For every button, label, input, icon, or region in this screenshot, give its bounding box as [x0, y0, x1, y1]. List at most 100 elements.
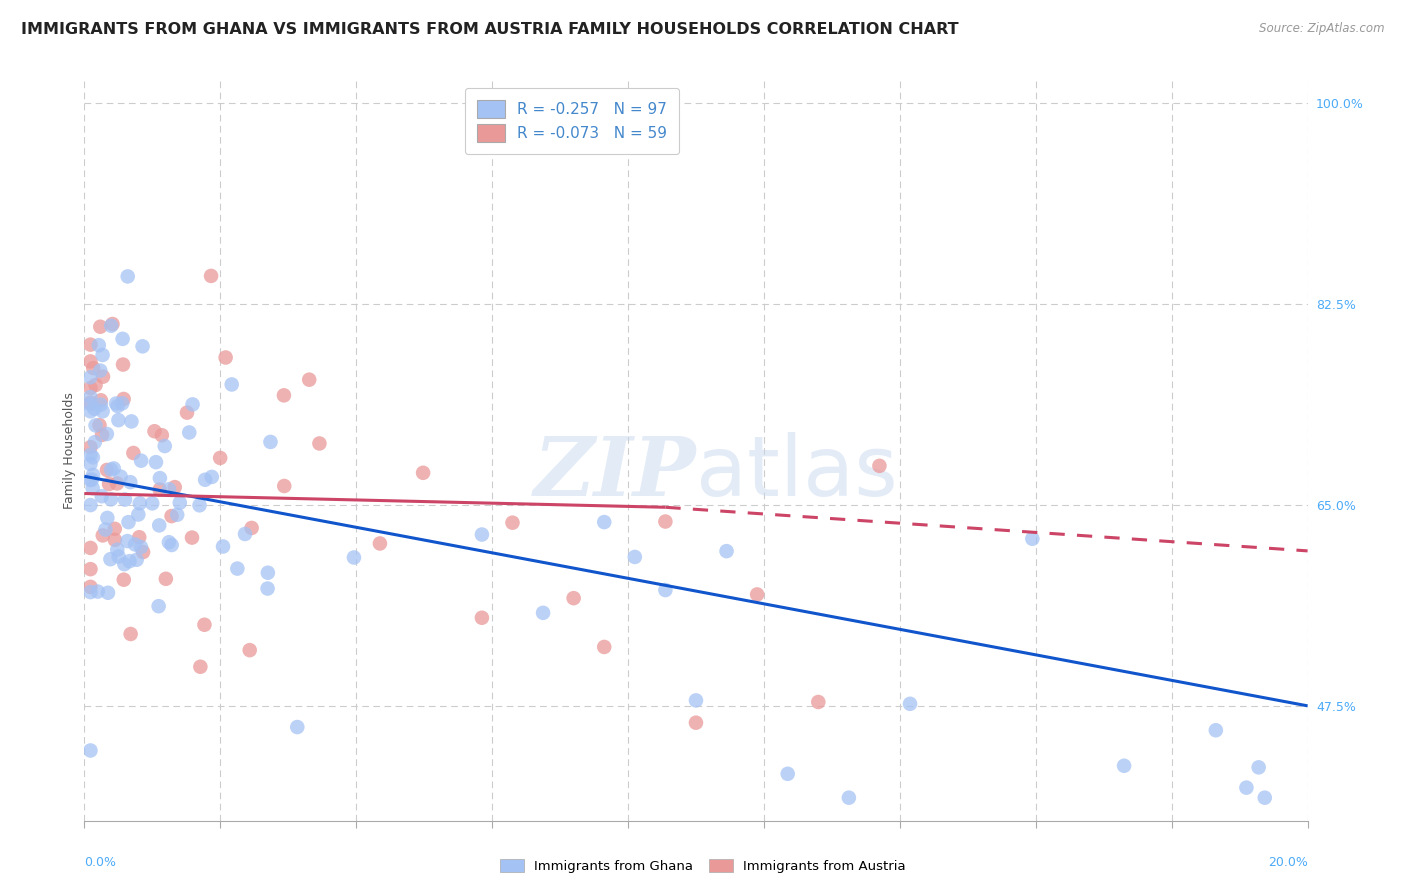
- Point: [98, 477, 121, 491]
- Point: [79, 473, 101, 487]
- Point: [838, 790, 860, 805]
- Point: [79, 457, 101, 471]
- Point: [79, 541, 101, 555]
- Point: [368, 536, 391, 550]
- Point: [105, 396, 128, 410]
- Point: [96, 511, 118, 525]
- Point: [1205, 723, 1227, 738]
- Point: [128, 496, 150, 510]
- Point: [148, 518, 170, 533]
- Point: [104, 533, 127, 547]
- Point: [132, 545, 155, 559]
- Point: [125, 553, 148, 567]
- Point: [1254, 790, 1277, 805]
- Point: [308, 436, 330, 450]
- Point: [112, 392, 135, 406]
- Point: [79, 498, 101, 512]
- Point: [124, 537, 146, 551]
- Point: [273, 388, 295, 402]
- Point: [531, 606, 554, 620]
- Y-axis label: Family Households: Family Households: [63, 392, 76, 509]
- Point: [166, 508, 188, 522]
- Point: [257, 566, 280, 580]
- Text: 0.0%: 0.0%: [84, 856, 117, 869]
- Point: [212, 540, 235, 554]
- Point: [157, 535, 180, 549]
- Point: [160, 509, 183, 524]
- Point: [471, 611, 494, 625]
- Point: [149, 483, 172, 497]
- Point: [79, 562, 101, 576]
- Point: [83, 435, 105, 450]
- Point: [89, 363, 111, 377]
- Point: [148, 599, 170, 614]
- Point: [129, 453, 152, 467]
- Point: [259, 434, 281, 449]
- Point: [256, 582, 278, 596]
- Point: [153, 439, 176, 453]
- Point: [79, 440, 101, 454]
- Point: [624, 549, 647, 564]
- Point: [226, 561, 249, 575]
- Point: [112, 557, 135, 571]
- Point: [79, 354, 101, 368]
- Point: [117, 269, 139, 284]
- Point: [89, 418, 111, 433]
- Point: [82, 481, 104, 495]
- Point: [807, 695, 830, 709]
- Point: [91, 404, 114, 418]
- Point: [114, 492, 136, 507]
- Legend: Immigrants from Ghana, Immigrants from Austria: Immigrants from Ghana, Immigrants from A…: [495, 854, 911, 879]
- Point: [1021, 532, 1043, 546]
- Point: [122, 446, 145, 460]
- Point: [100, 552, 122, 566]
- Point: [79, 390, 101, 404]
- Point: [112, 573, 135, 587]
- Point: [118, 554, 141, 568]
- Point: [91, 428, 114, 442]
- Point: [128, 530, 150, 544]
- Point: [239, 643, 262, 657]
- Point: [155, 572, 177, 586]
- Point: [149, 471, 172, 485]
- Text: IMMIGRANTS FROM GHANA VS IMMIGRANTS FROM AUSTRIA FAMILY HOUSEHOLDS CORRELATION C: IMMIGRANTS FROM GHANA VS IMMIGRANTS FROM…: [21, 22, 959, 37]
- Point: [110, 469, 132, 483]
- Point: [141, 496, 163, 510]
- Point: [194, 473, 217, 487]
- Text: atlas: atlas: [696, 432, 897, 513]
- Point: [273, 479, 295, 493]
- Point: [654, 515, 676, 529]
- Point: [117, 534, 139, 549]
- Point: [127, 508, 149, 522]
- Text: 20.0%: 20.0%: [1268, 856, 1308, 869]
- Point: [96, 427, 118, 442]
- Point: [79, 395, 101, 409]
- Point: [84, 418, 107, 433]
- Point: [593, 515, 616, 529]
- Point: [150, 428, 173, 442]
- Point: [90, 398, 112, 412]
- Point: [209, 450, 232, 465]
- Point: [176, 406, 198, 420]
- Point: [181, 531, 204, 545]
- Point: [79, 381, 101, 395]
- Point: [471, 527, 494, 541]
- Point: [1236, 780, 1258, 795]
- Point: [562, 591, 585, 606]
- Point: [105, 476, 128, 491]
- Point: [221, 377, 243, 392]
- Legend: R = -0.257   N = 97, R = -0.073   N = 59: R = -0.257 N = 97, R = -0.073 N = 59: [465, 88, 679, 153]
- Point: [654, 582, 676, 597]
- Point: [82, 450, 104, 465]
- Point: [120, 414, 142, 428]
- Point: [79, 585, 101, 599]
- Point: [240, 521, 263, 535]
- Point: [90, 393, 112, 408]
- Point: [193, 617, 215, 632]
- Point: [82, 467, 104, 482]
- Point: [898, 697, 921, 711]
- Point: [80, 473, 103, 487]
- Point: [157, 483, 180, 497]
- Point: [869, 458, 891, 473]
- Point: [685, 715, 707, 730]
